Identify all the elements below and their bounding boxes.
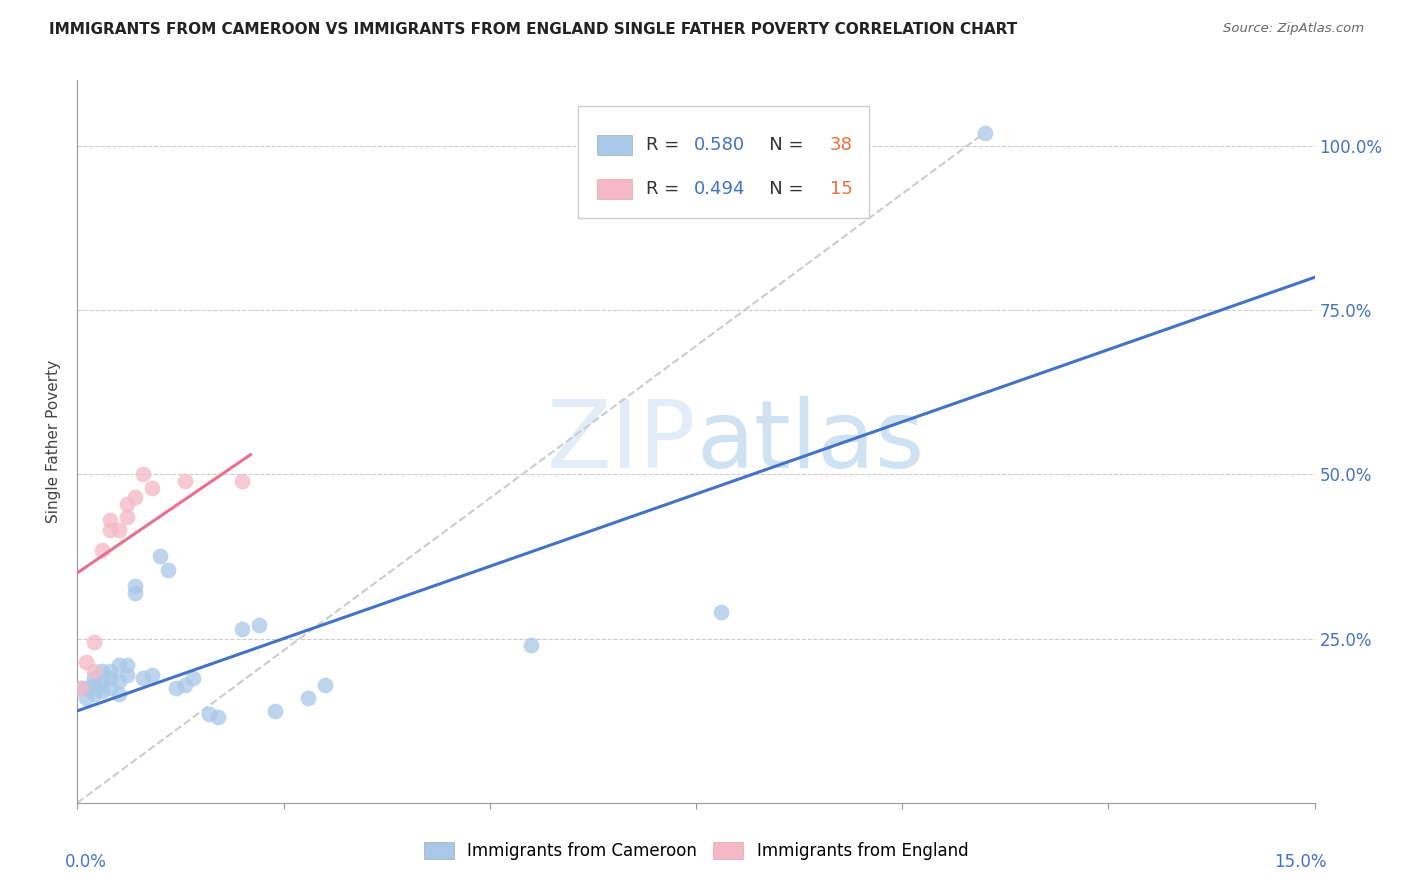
Text: 0.0%: 0.0% bbox=[65, 854, 107, 871]
FancyBboxPatch shape bbox=[578, 105, 869, 218]
Text: 15.0%: 15.0% bbox=[1274, 854, 1327, 871]
Point bbox=[75, 681, 97, 695]
Point bbox=[107, 674, 129, 689]
Point bbox=[107, 657, 129, 672]
Point bbox=[83, 635, 105, 649]
Point bbox=[173, 474, 195, 488]
Text: 15: 15 bbox=[830, 179, 852, 198]
Point bbox=[115, 497, 138, 511]
Point bbox=[87, 681, 110, 695]
Text: R =: R = bbox=[647, 179, 686, 198]
Point bbox=[91, 542, 114, 557]
Point bbox=[973, 126, 995, 140]
Point bbox=[98, 671, 121, 685]
Point bbox=[198, 707, 221, 722]
Point bbox=[115, 667, 138, 681]
Bar bbox=[598, 178, 631, 199]
Point bbox=[141, 667, 163, 681]
Point bbox=[98, 665, 121, 679]
Text: N =: N = bbox=[752, 179, 808, 198]
Text: 38: 38 bbox=[830, 136, 852, 154]
Point bbox=[98, 513, 121, 527]
Text: 0.494: 0.494 bbox=[693, 179, 745, 198]
Point bbox=[165, 681, 187, 695]
Point bbox=[157, 563, 180, 577]
Point bbox=[115, 510, 138, 524]
Point bbox=[91, 665, 114, 679]
Point bbox=[75, 690, 97, 705]
Legend: Immigrants from Cameroon, Immigrants from England: Immigrants from Cameroon, Immigrants fro… bbox=[418, 835, 974, 867]
Point bbox=[124, 585, 146, 599]
Point bbox=[83, 671, 105, 685]
Point bbox=[75, 655, 97, 669]
Point bbox=[107, 523, 129, 537]
Point bbox=[231, 474, 253, 488]
Text: 0.580: 0.580 bbox=[693, 136, 745, 154]
Point bbox=[141, 481, 163, 495]
Point bbox=[115, 657, 138, 672]
Point bbox=[207, 710, 229, 724]
Text: atlas: atlas bbox=[696, 395, 924, 488]
Text: Source: ZipAtlas.com: Source: ZipAtlas.com bbox=[1223, 22, 1364, 36]
Point bbox=[173, 677, 195, 691]
Point bbox=[91, 674, 114, 689]
Point bbox=[314, 677, 336, 691]
Point bbox=[149, 549, 172, 564]
Point bbox=[83, 677, 105, 691]
Point bbox=[132, 467, 155, 482]
Bar bbox=[598, 136, 631, 155]
Point bbox=[98, 681, 121, 695]
Point bbox=[710, 605, 733, 619]
Point bbox=[247, 618, 270, 632]
Point bbox=[520, 638, 543, 652]
Text: ZIP: ZIP bbox=[547, 395, 696, 488]
Text: IMMIGRANTS FROM CAMEROON VS IMMIGRANTS FROM ENGLAND SINGLE FATHER POVERTY CORREL: IMMIGRANTS FROM CAMEROON VS IMMIGRANTS F… bbox=[49, 22, 1018, 37]
Point bbox=[181, 671, 204, 685]
Point bbox=[83, 665, 105, 679]
Point bbox=[79, 681, 101, 695]
Point bbox=[124, 491, 146, 505]
Point bbox=[91, 684, 114, 698]
Point bbox=[70, 681, 93, 695]
Y-axis label: Single Father Poverty: Single Father Poverty bbox=[46, 360, 62, 523]
Point bbox=[297, 690, 319, 705]
Point bbox=[98, 523, 121, 537]
Text: N =: N = bbox=[752, 136, 808, 154]
Point bbox=[132, 671, 155, 685]
Point bbox=[264, 704, 287, 718]
Point bbox=[231, 622, 253, 636]
Point bbox=[107, 687, 129, 701]
Point bbox=[70, 681, 93, 695]
Point bbox=[83, 687, 105, 701]
Point bbox=[124, 579, 146, 593]
Text: R =: R = bbox=[647, 136, 686, 154]
